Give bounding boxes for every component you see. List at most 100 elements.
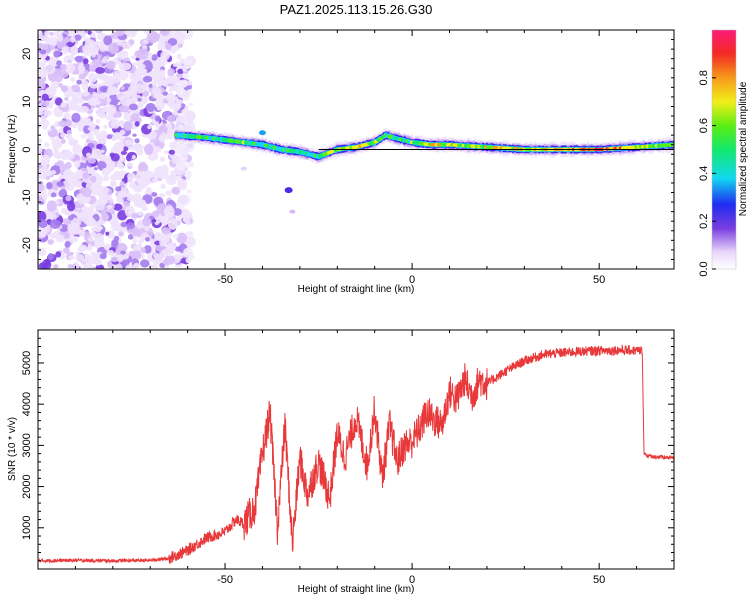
noise-speckle [54,112,59,116]
noise-speckle [74,55,84,63]
noise-speckle [153,252,160,259]
noise-speckle [49,32,54,36]
noise-speckle [46,200,57,212]
noise-speckle [119,129,126,136]
spectrogram-y-tick-label: 0 [21,146,33,152]
noise-speckle [51,213,58,220]
noise-speckle [64,96,69,102]
noise-speckle [53,50,61,58]
spectrogram-x-tick-label: -50 [217,274,233,286]
snr-x-tick-label: 50 [593,574,605,586]
noise-speckle [66,63,76,74]
noise-speckle [39,161,44,166]
noise-speckle [151,54,158,61]
noise-speckle [133,262,141,269]
noise-speckle [120,95,132,106]
noise-speckle [184,170,192,179]
noise-speckle [179,116,185,123]
noise-speckle [49,219,61,229]
noise-speckle [97,132,107,144]
noise-speckle [161,227,171,235]
noise-speckle [183,148,189,152]
noise-speckle [65,161,72,169]
noise-speckle [130,55,137,60]
noise-speckle [166,242,177,252]
noise-speckle [38,31,43,42]
spectrogram-y-tick-label: 20 [21,48,33,60]
noise-speckle [167,115,176,123]
noise-speckle [150,70,159,77]
noise-speckle [50,125,56,131]
noise-speckle [89,231,97,238]
noise-speckle [115,144,123,152]
noise-speckle [147,125,152,130]
noise-speckle [52,150,61,159]
noise-speckle [137,97,142,102]
noise-speckle [119,180,125,187]
noise-speckle [88,87,95,94]
noise-speckle [152,177,159,183]
noise-speckle [120,250,126,255]
colorbar-tick-label: 0.4 [698,166,710,181]
noise-speckle [133,193,142,201]
noise-speckle [95,264,105,269]
noise-speckle [50,192,57,198]
snr-y-tick-label: 4000 [21,392,33,416]
noise-speckle [122,90,133,98]
noise-speckle [144,225,150,232]
colorbar-tick-label: 0.2 [698,214,710,229]
noise-speckle [106,86,117,96]
noise-speckle [39,73,45,79]
noise-speckle [63,36,72,43]
noise-speckle [41,261,49,269]
snr-x-tick-label: -50 [217,574,233,586]
colorbar-tick-label: 0.0 [698,261,710,276]
noise-speckle [94,225,102,233]
noise-speckle [123,111,129,117]
noise-speckle [127,162,133,167]
noise-speckle [151,210,160,218]
snr-x-tick-label: 0 [409,574,415,586]
noise-speckle [108,42,120,55]
noise-speckle [95,40,101,47]
noise-speckle [128,228,133,234]
noise-speckle [176,141,186,151]
noise-speckle [117,50,129,60]
noise-speckle [83,58,89,65]
noise-speckle [105,231,110,236]
noise-speckle [132,143,143,152]
noise-speckle [58,82,63,88]
noise-speckle [64,240,71,249]
noise-speckle [129,182,137,189]
noise-speckle [160,216,170,225]
noise-speckle [94,30,103,34]
noise-speckle [88,134,95,140]
noise-speckle [142,217,152,227]
noise-speckle [177,178,188,190]
noise-speckle [70,36,76,43]
noise-speckle [72,225,81,235]
noise-speckle [120,85,126,91]
noise-speckle [154,170,163,179]
noise-speckle [98,154,108,162]
noise-speckle [140,63,146,70]
colorbar-frame [711,29,737,270]
noise-speckle [85,152,92,158]
chart-title: PAZ1.2025.113.15.26.G30 [280,2,433,17]
noise-speckle [47,130,57,138]
noise-speckle [92,58,103,68]
noise-speckle [68,153,75,159]
noise-speckle [75,169,84,177]
noise-speckle [82,245,88,251]
noise-speckle [120,221,128,228]
noise-speckle [161,30,170,37]
noise-speckle [95,67,105,74]
noise-speckle [169,86,175,91]
noise-speckle [103,35,113,46]
spectral-blob [284,187,293,194]
noise-speckle [110,147,117,153]
noise-speckle [90,176,97,183]
noise-speckle [168,149,176,155]
noise-speckle [131,226,140,237]
noise-speckle [38,196,43,201]
